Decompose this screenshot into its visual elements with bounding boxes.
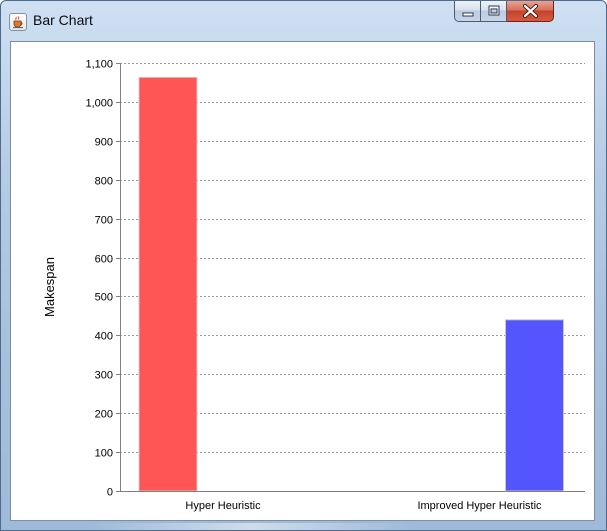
- bar-hyper-heuristic: [138, 76, 198, 492]
- y-tick-label: 600: [95, 254, 113, 266]
- y-tick-label: 200: [95, 409, 113, 421]
- window-controls: [454, 1, 554, 23]
- axes: [116, 63, 585, 492]
- x-category-label: Hyper Heuristic: [185, 500, 261, 512]
- x-category-label: Improved Hyper Heuristic: [417, 500, 542, 512]
- bars: [138, 76, 564, 492]
- title-bar[interactable]: Bar Chart: [1, 1, 606, 41]
- close-icon: [523, 4, 538, 18]
- y-tick-label: 500: [95, 292, 113, 304]
- y-tick-label: 0: [107, 487, 113, 499]
- y-axis-title: Makespan: [42, 257, 57, 317]
- java-cup-icon[interactable]: [9, 13, 27, 31]
- y-tick-label: 700: [95, 215, 113, 227]
- chart-panel: [10, 41, 595, 521]
- y-tick-label: 1,100: [85, 59, 113, 71]
- window-bottom-edge: [91, 523, 411, 530]
- close-button[interactable]: [507, 1, 554, 22]
- y-tick-label: 1,000: [85, 98, 113, 110]
- y-tick-label: 900: [95, 137, 113, 149]
- maximize-icon: [488, 5, 500, 16]
- bar-improved-hyper-heuristic: [505, 319, 564, 492]
- minimize-button[interactable]: [454, 1, 481, 22]
- window-title: Bar Chart: [33, 12, 93, 28]
- labels: 0 100 200 300 400 500 600 700 800 900 1,000 1,100 Hy…: [42, 59, 542, 513]
- y-tick-label: 300: [95, 370, 113, 382]
- minimize-icon: [462, 12, 474, 17]
- maximize-button[interactable]: [481, 1, 507, 22]
- y-tick-label: 400: [95, 331, 113, 343]
- y-tick-label: 100: [95, 448, 113, 460]
- y-tick-label: 800: [95, 176, 113, 188]
